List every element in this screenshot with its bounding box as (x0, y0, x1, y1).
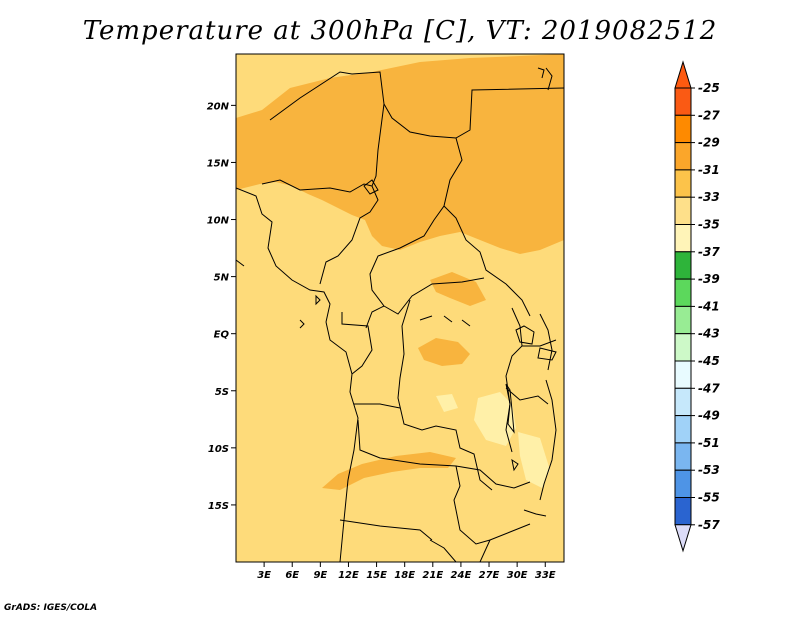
colorbar-swatch (674, 305, 692, 335)
colorbar-label: -35 (698, 218, 720, 232)
colorbar-label: -53 (698, 463, 720, 477)
lat-tick-label: 10N (207, 216, 230, 227)
colorbar-bottom-arrow (674, 524, 692, 553)
colorbar-swatch (674, 87, 692, 116)
colorbar: -25 -27 -29 -31 -33 -35 -37 -39 -41 -43 -45 -47 -49 -… (674, 60, 720, 553)
colorbar-label: -57 (698, 518, 720, 532)
temperature-map-panel (236, 54, 564, 562)
warm-region-angola-band (322, 452, 456, 490)
warm-region-sahel (236, 54, 564, 254)
colorbar-swatch (674, 333, 692, 362)
colorbar-label: -25 (698, 81, 720, 95)
lon-tick-label: 6E (285, 570, 299, 581)
colorbar-label: -27 (698, 108, 720, 122)
latitude-axis: 20N 15N 10N 5N EQ 5S 10S 15S (207, 101, 236, 512)
colorbar-label: -31 (698, 163, 720, 177)
lat-tick-label: EQ (214, 330, 230, 341)
lat-tick-label: 15S (208, 501, 229, 512)
colorbar-label: -41 (698, 299, 720, 313)
colorbar-swatch (674, 169, 692, 198)
map-title: Temperature at 300hPa [C], VT: 201908251… (82, 16, 718, 46)
islands (299, 67, 547, 517)
lon-tick-label: 33E (535, 570, 556, 581)
longitude-axis: 3E 6E 9E 12E 15E 18E 21E 24E 27E 30E 33E (257, 562, 556, 581)
colorbar-label: -49 (698, 409, 720, 423)
colorbar-swatch (674, 497, 692, 526)
colorbar-label: -29 (698, 136, 720, 150)
lat-tick-label: 10S (208, 444, 229, 455)
colorbar-label: -45 (698, 354, 720, 368)
lon-tick-label: 21E (422, 570, 443, 581)
lon-tick-label: 12E (338, 570, 359, 581)
map-frame (235, 53, 565, 563)
colorbar-label: -47 (698, 381, 720, 395)
country-borders (236, 67, 564, 562)
colorbar-swatch (674, 278, 692, 307)
lon-tick-label: 30E (507, 570, 528, 581)
lat-tick-label: 5N (214, 273, 230, 284)
lakes (363, 179, 557, 472)
colorbar-label: -33 (698, 190, 720, 204)
colorbar-swatch (674, 415, 692, 444)
lon-tick-label: 18E (394, 570, 415, 581)
colorbar-swatch (674, 442, 692, 471)
lon-tick-label: 9E (313, 570, 327, 581)
colorbar-swatch (674, 114, 692, 144)
grads-credit: GrADS: IGES/COLA (4, 603, 98, 613)
lon-tick-label: 27E (479, 570, 500, 581)
lat-tick-label: 15N (207, 158, 230, 169)
cool-region-east (518, 432, 550, 488)
colorbar-swatch (674, 469, 692, 499)
colorbar-swatch (674, 142, 692, 171)
lon-tick-label: 24E (451, 570, 472, 581)
colorbar-label: -39 (698, 272, 720, 286)
lat-tick-label: 20N (207, 101, 230, 112)
lon-tick-label: 15E (366, 570, 387, 581)
colorbar-top-arrow (674, 60, 692, 89)
cool-region-lakes (474, 392, 516, 446)
lat-tick-label: 5S (215, 387, 229, 398)
colorbar-swatch (674, 224, 692, 253)
colorbar-label: -51 (698, 436, 720, 450)
colorbar-swatch (674, 360, 692, 389)
colorbar-swatch (674, 387, 692, 417)
colorbar-swatch (674, 251, 692, 280)
warm-region-congo (418, 338, 470, 366)
colorbar-swatch (674, 196, 692, 225)
colorbar-label: -43 (698, 327, 720, 341)
colorbar-label: -37 (698, 245, 720, 259)
cool-region-small (436, 394, 458, 412)
colorbar-label: -55 (698, 491, 720, 505)
lon-tick-label: 3E (257, 570, 271, 581)
